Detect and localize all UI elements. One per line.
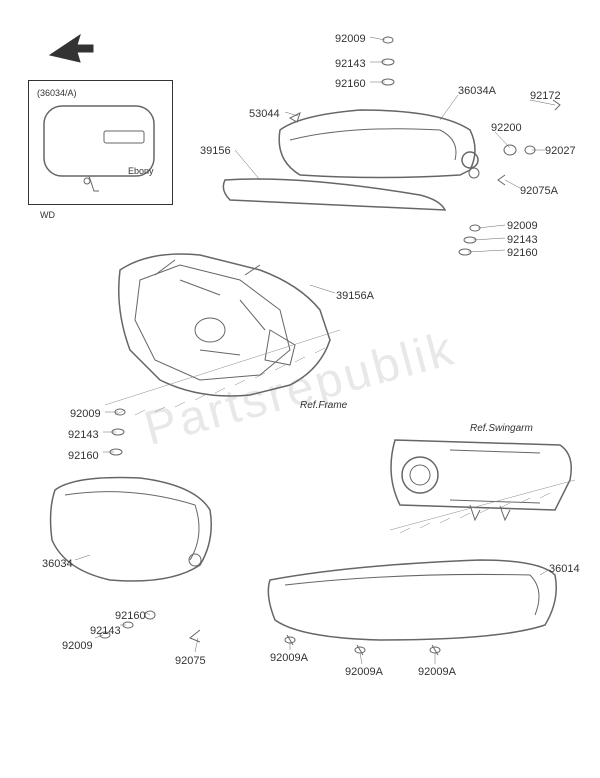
label-92075: 92075	[175, 655, 206, 667]
label-92009a-2: 92009A	[345, 666, 383, 678]
ref-frame-label: Ref.Frame	[300, 400, 347, 411]
ref-swingarm-label: Ref.Swingarm	[470, 423, 533, 434]
direction-arrow-icon	[45, 30, 95, 75]
label-36034: 36034	[42, 558, 73, 570]
label-92143-3: 92143	[68, 429, 99, 441]
label-39156: 39156	[200, 145, 231, 157]
label-92009-2: 92009	[507, 220, 538, 232]
label-92143-4: 92143	[90, 625, 121, 637]
label-92009-3: 92009	[70, 408, 101, 420]
inset-detail-box	[28, 80, 173, 205]
label-53044: 53044	[249, 108, 280, 120]
label-92009-4: 92009	[62, 640, 93, 652]
label-92200: 92200	[491, 122, 522, 134]
label-92075a: 92075A	[520, 185, 558, 197]
label-92160-2: 92160	[507, 247, 538, 259]
label-92143-2: 92143	[507, 234, 538, 246]
label-92172: 92172	[530, 90, 561, 102]
watermark-text: Partsrepublik	[139, 321, 461, 457]
label-92143-1: 92143	[335, 58, 366, 70]
label-92009a-3: 92009A	[418, 666, 456, 678]
label-92009a-1: 92009A	[270, 652, 308, 664]
label-92160-4: 92160	[115, 610, 146, 622]
label-92160-3: 92160	[68, 450, 99, 462]
label-36034a: 36034A	[458, 85, 496, 97]
inset-code-label: WD	[40, 210, 55, 220]
inset-color-label: Ebony	[128, 166, 154, 176]
label-92027: 92027	[545, 145, 576, 157]
label-39156a: 39156A	[336, 290, 374, 302]
inset-ref-label: (36034/A)	[37, 88, 77, 98]
label-92160-1: 92160	[335, 78, 366, 90]
label-36014: 36014	[549, 563, 580, 575]
label-92009-1: 92009	[335, 33, 366, 45]
